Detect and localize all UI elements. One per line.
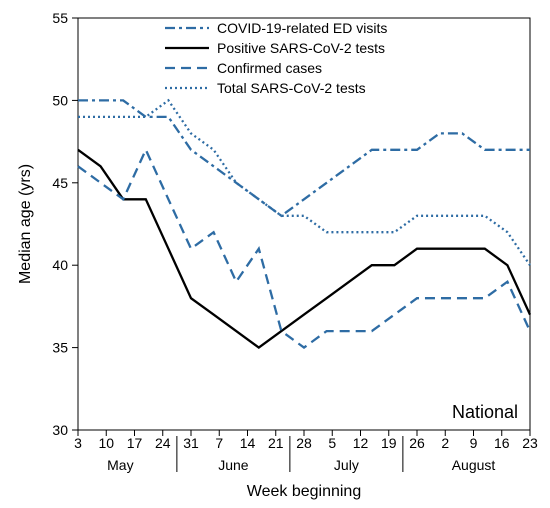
line-chart: 30 35 40 45 50 55 Median age (yrs) 3 10 17 24 31 7 14… <box>0 0 550 508</box>
x-day-label: 28 <box>296 435 312 451</box>
x-month-label: July <box>334 457 359 473</box>
x-day-label: 7 <box>215 435 223 451</box>
legend-label: COVID-19-related ED visits <box>217 20 387 36</box>
x-day-label: 26 <box>409 435 425 451</box>
y-tick-label: 55 <box>52 10 68 26</box>
x-day-label: 14 <box>240 435 256 451</box>
y-tick-label: 40 <box>52 257 68 273</box>
x-day-label: 31 <box>183 435 199 451</box>
y-axis-label: Median age (yrs) <box>17 164 34 284</box>
x-axis-label: Week beginning <box>247 483 361 500</box>
x-day-label: 5 <box>328 435 336 451</box>
x-day-label: 16 <box>494 435 510 451</box>
x-day-label: 9 <box>470 435 478 451</box>
x-day-label: 17 <box>127 435 143 451</box>
x-day-label: 2 <box>441 435 449 451</box>
x-day-label: 12 <box>353 435 369 451</box>
y-tick-label: 30 <box>52 422 68 438</box>
x-day-label: 21 <box>268 435 284 451</box>
region-label: National <box>452 402 518 422</box>
x-day-label: 3 <box>74 435 82 451</box>
x-day-label: 24 <box>155 435 171 451</box>
legend-label: Confirmed cases <box>217 60 322 76</box>
x-month-label: August <box>452 457 496 473</box>
y-tick-label: 35 <box>52 340 68 356</box>
x-day-label: 10 <box>98 435 114 451</box>
y-tick-label: 45 <box>52 175 68 191</box>
chart-container: 30 35 40 45 50 55 Median age (yrs) 3 10 17 24 31 7 14… <box>0 0 550 508</box>
x-month-label: May <box>107 457 133 473</box>
legend-label: Total SARS-CoV-2 tests <box>217 80 366 96</box>
legend-label: Positive SARS-CoV-2 tests <box>217 40 385 56</box>
x-day-label: 23 <box>522 435 538 451</box>
x-month-label: June <box>218 457 249 473</box>
y-tick-label: 50 <box>52 92 68 108</box>
x-day-label: 19 <box>381 435 397 451</box>
